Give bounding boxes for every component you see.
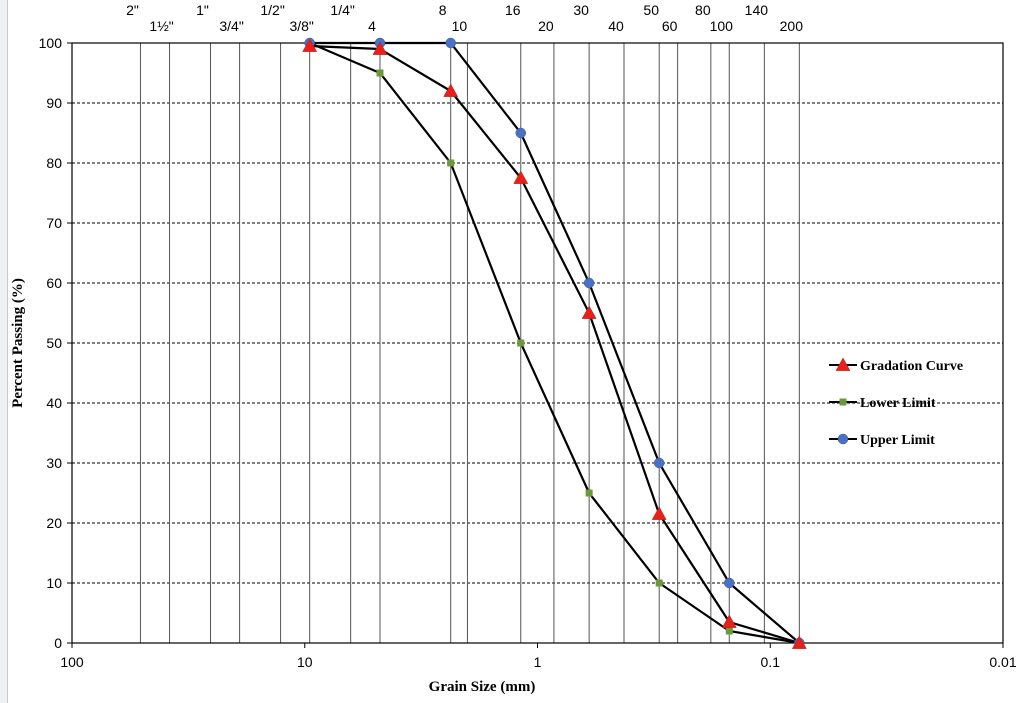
sieve-label: 80 [695, 2, 711, 18]
series-line-upper-limit [309, 41, 801, 644]
sieve-label: 60 [662, 18, 678, 34]
sieve-label: 16 [505, 2, 521, 18]
y-tick-label: 10 [46, 575, 62, 591]
point-gradation-curve [302, 38, 318, 52]
legend: Gradation Curve Lower Limit Upper Limit [829, 357, 963, 448]
point-gradation-curve [513, 170, 529, 184]
y-tick-label: 30 [46, 455, 62, 471]
sieve-label: 20 [538, 18, 554, 34]
series-line-lower-limit [309, 41, 800, 645]
sieve-label: 50 [643, 2, 659, 18]
window-left-edge [0, 0, 8, 703]
sieve-label: 2" [126, 2, 139, 18]
sieve-label: 3/4" [219, 18, 243, 34]
legend-marker [835, 357, 851, 371]
point-gradation-curve [372, 41, 388, 55]
y-tick-label: 80 [46, 155, 62, 171]
legend-marker [839, 398, 847, 406]
series-layer [302, 37, 807, 649]
y-tick-label: 50 [46, 335, 62, 351]
point-gradation-curve [443, 83, 459, 97]
sieve-label: 4 [368, 18, 376, 34]
point-gradation-curve [721, 614, 737, 628]
sieve-label: 8 [439, 2, 447, 18]
y-axis-ticks: 0 10 20 30 40 50 60 70 80 90 100 [39, 35, 72, 651]
sieve-label: 10 [452, 18, 468, 34]
x-tick-label: 10 [297, 654, 313, 670]
point-upper-limit [515, 127, 527, 139]
point-upper-limit [583, 277, 595, 289]
point-upper-limit [724, 577, 735, 589]
series-line-gradation-curve [309, 44, 800, 645]
y-axis-title: Percent Passing (%) [10, 278, 26, 408]
grid-layer [72, 42, 1003, 643]
sieve-label: 1/2" [260, 2, 284, 18]
legend-label: Upper Limit [860, 433, 935, 448]
point-lower-limit [517, 339, 525, 347]
legend-marker [837, 433, 849, 445]
x-tick-label: 0.01 [989, 654, 1016, 670]
x-tick-label: 100 [60, 654, 84, 670]
point-lower-limit [376, 69, 384, 77]
point-lower-limit [655, 579, 663, 587]
sieve-label: 1" [196, 2, 209, 18]
point-lower-limit [585, 489, 593, 497]
legend-label: Lower Limit [860, 396, 936, 411]
sieve-label: 30 [573, 2, 589, 18]
y-tick-label: 0 [54, 635, 62, 651]
point-gradation-curve [581, 305, 597, 319]
point-gradation-curve [791, 635, 807, 649]
y-tick-label: 70 [46, 215, 62, 231]
y-tick-label: 20 [46, 515, 62, 531]
y-tick-label: 90 [46, 95, 62, 111]
point-gradation-curve [651, 506, 667, 520]
sieve-label: 140 [745, 2, 769, 18]
x-tick-label: 1 [534, 654, 542, 670]
y-tick-label: 40 [46, 395, 62, 411]
x-axis-ticks: 100 10 1 0.1 0.01 [60, 643, 1017, 670]
x-axis-title: Grain Size (mm) [429, 679, 536, 695]
y-tick-label: 60 [46, 275, 62, 291]
point-upper-limit [653, 457, 665, 469]
y-tick-label: 100 [39, 35, 63, 51]
sieve-label: 200 [780, 18, 804, 34]
point-lower-limit [447, 159, 455, 167]
sieve-label: 40 [608, 18, 624, 34]
sieve-label: 3/8" [289, 18, 313, 34]
x-tick-label: 0.1 [761, 654, 781, 670]
point-lower-limit [725, 627, 733, 635]
legend-label: Gradation Curve [860, 359, 963, 374]
point-upper-limit [445, 37, 456, 49]
sieve-label: 1/4" [330, 2, 354, 18]
sieve-label: 100 [710, 18, 734, 34]
sieve-label: 1½" [149, 18, 173, 34]
